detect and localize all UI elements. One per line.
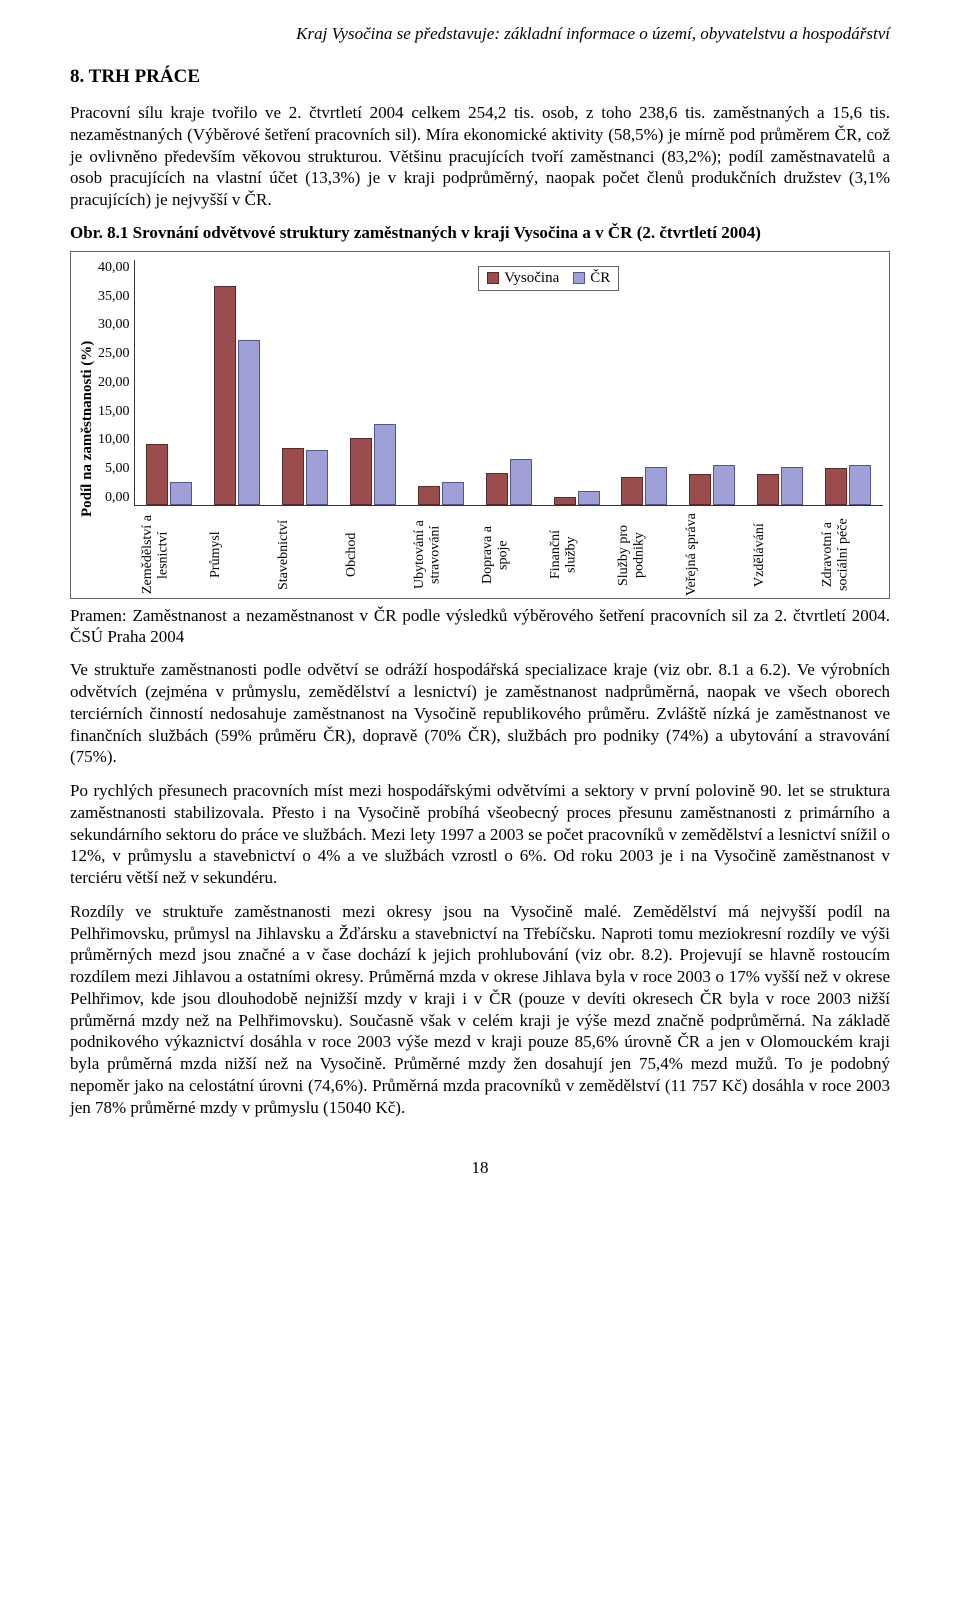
paragraph-1: Pracovní sílu kraje tvořilo ve 2. čtvrtl… [70, 102, 890, 211]
bar-vysocina [689, 474, 711, 505]
bar-cr [510, 459, 532, 505]
bar-cr [645, 467, 667, 505]
bar-vysocina [825, 468, 847, 505]
y-tick: 20,00 [98, 375, 130, 391]
bar-vysocina [282, 448, 304, 505]
paragraph-3: Po rychlých přesunech pracovních míst me… [70, 780, 890, 889]
bar-cr [781, 467, 803, 505]
section-heading: 8. TRH PRÁCE [70, 66, 890, 88]
bar-vysocina [621, 477, 643, 504]
bar-vysocina [214, 286, 236, 504]
x-label: Průmysl [208, 512, 264, 598]
bar-chart: Podíl na zaměstnanosti (%) 40,00 35,00 30,… [70, 251, 890, 599]
bar-group [616, 467, 672, 505]
x-label: Vzdělávání [752, 512, 808, 598]
bar-vysocina [350, 438, 372, 505]
y-tick: 10,00 [98, 432, 130, 448]
y-axis-label: Podíl na zaměstnanosti (%) [77, 260, 98, 598]
y-tick: 40,00 [98, 260, 130, 276]
bar-group [752, 467, 808, 505]
paragraph-2: Ve struktuře zaměstnanosti podle odvětví… [70, 659, 890, 768]
bar-cr [713, 465, 735, 505]
page-number: 18 [70, 1158, 890, 1178]
bar-vysocina [554, 497, 576, 505]
bar-group [549, 491, 605, 504]
x-axis-labels: Zemědělství a lesnictvíPrůmyslStavebnict… [134, 506, 884, 598]
bar-cr [170, 482, 192, 505]
bar-cr [374, 424, 396, 505]
bar-vysocina [757, 474, 779, 505]
y-tick: 0,00 [105, 490, 130, 506]
bar-group [820, 465, 876, 505]
document-page: Kraj Vysočina se představuje: základní i… [0, 0, 960, 1218]
x-label: Zemědělství a lesnictví [140, 512, 196, 598]
bar-cr [238, 340, 260, 505]
running-header: Kraj Vysočina se představuje: základní i… [70, 24, 890, 44]
paragraph-4: Rozdíly ve struktuře zaměstnanosti mezi … [70, 901, 890, 1119]
x-label: Doprava a spoje [480, 512, 536, 598]
bar-group [141, 444, 197, 505]
y-tick: 30,00 [98, 317, 130, 333]
bar-vysocina [486, 473, 508, 505]
bar-group [684, 465, 740, 505]
bar-group [345, 424, 401, 505]
x-label: Služby pro podniky [616, 512, 672, 598]
bar-group [277, 448, 333, 505]
figure-caption: Obr. 8.1 Srovnání odvětvové struktury za… [70, 223, 890, 243]
x-label: Obchod [344, 512, 400, 598]
plot-area [134, 260, 884, 506]
y-tick: 25,00 [98, 346, 130, 362]
source-note: Pramen: Zaměstnanost a nezaměstnanost v … [70, 605, 890, 648]
x-label: Veřejná správa [684, 512, 740, 598]
y-tick: 15,00 [98, 404, 130, 420]
bar-cr [306, 450, 328, 505]
bar-cr [578, 491, 600, 504]
bar-cr [849, 465, 871, 505]
y-tick: 35,00 [98, 289, 130, 305]
x-label: Finanční služby [548, 512, 604, 598]
y-axis-ticks: 40,00 35,00 30,00 25,00 20,00 15,00 10,00 5,00 0… [98, 260, 134, 522]
bar-group [209, 286, 265, 504]
bar-vysocina [418, 486, 440, 504]
x-label: Stavebnictví [276, 512, 332, 598]
x-label: Zdravotní a sociální péče [820, 512, 876, 598]
bar-group [481, 459, 537, 505]
bar-vysocina [146, 444, 168, 505]
bar-group [413, 482, 469, 505]
x-label: Ubytování a stravování [412, 512, 468, 598]
bar-cr [442, 482, 464, 505]
y-tick: 5,00 [105, 461, 130, 477]
